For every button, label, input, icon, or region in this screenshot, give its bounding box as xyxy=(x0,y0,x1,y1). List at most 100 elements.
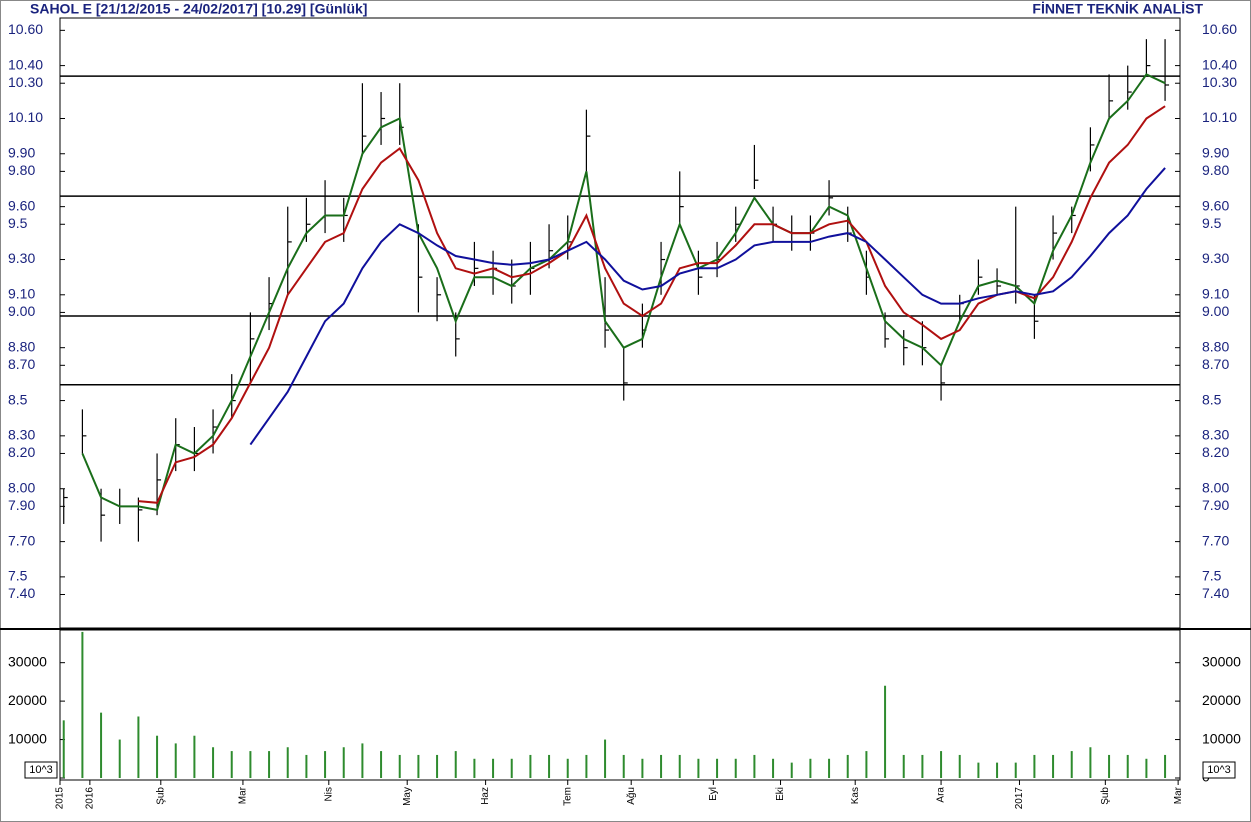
y-tick-label: 7.90 xyxy=(8,497,35,513)
y2-tick-label: 9.30 xyxy=(1202,250,1229,266)
volume-bar xyxy=(660,754,663,778)
x-tick-label: May xyxy=(402,787,413,806)
y2-tick-label: 9.10 xyxy=(1202,285,1229,301)
x-tick-label: Şub xyxy=(155,787,166,805)
y2-tick-label: 8.20 xyxy=(1202,444,1229,460)
y2-tick-label: 10.40 xyxy=(1202,56,1237,72)
y-tick-label: 9.80 xyxy=(8,162,35,178)
volume-bar xyxy=(678,754,681,778)
volume-bar xyxy=(62,720,65,778)
x-tick-label: Şub xyxy=(1100,787,1111,805)
y-tick-label: 10.30 xyxy=(8,74,43,90)
volume-bar xyxy=(81,631,84,778)
volume-bar xyxy=(1052,754,1055,778)
y2-tick-label: 30000 xyxy=(1202,653,1241,669)
volume-bar xyxy=(566,758,569,778)
volume-bar xyxy=(230,751,233,778)
y-tick-label: 9.00 xyxy=(8,303,35,319)
y-tick-label: 20000 xyxy=(8,692,47,708)
y-tick-label: 9.5 xyxy=(8,215,28,231)
volume-bar xyxy=(902,754,905,778)
y-tick-label: 7.40 xyxy=(8,585,35,601)
x-tick-label: Mar xyxy=(238,786,249,804)
y2-tick-label: 10.60 xyxy=(1202,21,1237,37)
volume-bar xyxy=(473,758,476,778)
y-tick-label: 10000 xyxy=(8,730,47,746)
volume-bar xyxy=(492,758,495,778)
x-tick-label: Tem xyxy=(562,787,573,806)
volume-bar xyxy=(268,751,271,778)
volume-bar xyxy=(716,758,719,778)
volume-bar xyxy=(193,735,196,778)
volume-bar xyxy=(734,758,737,778)
y-tick-label: 8.70 xyxy=(8,356,35,372)
y2-tick-label: 8.00 xyxy=(1202,479,1229,495)
volume-bar xyxy=(1108,754,1111,778)
x-tick-label: 2016 xyxy=(85,787,96,810)
volume-bar xyxy=(324,751,327,778)
y2-tick-label: 7.70 xyxy=(1202,532,1229,548)
moving-average xyxy=(81,73,1166,512)
volume-bar xyxy=(342,747,345,778)
x-tick-label: 2017 xyxy=(1014,787,1025,810)
volume-bar xyxy=(1033,754,1036,778)
volume-bar xyxy=(697,758,700,778)
y-tick-label: 8.80 xyxy=(8,338,35,354)
y-tick-label: 9.60 xyxy=(8,197,35,213)
x-tick-label: Ağu xyxy=(626,787,637,805)
y2-tick-label: 7.5 xyxy=(1202,568,1222,584)
y2-tick-label: 7.40 xyxy=(1202,585,1229,601)
volume-bar xyxy=(996,762,999,778)
y-tick-label: 10.40 xyxy=(8,56,43,72)
unit-box xyxy=(24,761,58,779)
chart-title: SAHOL E [21/12/2015 - 24/02/2017] [10.29… xyxy=(30,1,367,17)
volume-panel xyxy=(59,629,1181,781)
volume-bar xyxy=(156,735,159,778)
y2-tick-label: 8.70 xyxy=(1202,356,1229,372)
volume-bar xyxy=(305,754,308,778)
volume-bar xyxy=(585,754,588,778)
y-tick-label: 8.20 xyxy=(8,444,35,460)
volume-bar xyxy=(510,758,513,778)
y-tick-label: 9.10 xyxy=(8,285,35,301)
volume-bar xyxy=(529,754,532,778)
volume-bar xyxy=(454,751,457,778)
y-tick-label: 8.30 xyxy=(8,427,35,443)
volume-bar xyxy=(1126,754,1129,778)
y2-tick-label: 10.30 xyxy=(1202,74,1237,90)
chart-source: FİNNET TEKNİK ANALİST xyxy=(1032,1,1203,17)
y2-tick-label: 7.90 xyxy=(1202,497,1229,513)
y2-tick-label: 8.30 xyxy=(1202,427,1229,443)
volume-bar xyxy=(940,751,943,778)
y2-tick-label: 10.10 xyxy=(1202,109,1237,125)
volume-bar xyxy=(753,754,756,778)
y-tick-label: 7.5 xyxy=(8,568,28,584)
volume-bar xyxy=(436,754,439,778)
x-tick-label: Kas xyxy=(850,787,861,804)
x-tick-label: Nis xyxy=(323,787,334,801)
volume-bar xyxy=(865,751,868,778)
volume-bar xyxy=(1070,751,1073,778)
y2-tick-label: 20000 xyxy=(1202,692,1241,708)
volume-bar xyxy=(921,754,924,778)
y-tick-label: 7.70 xyxy=(8,532,35,548)
unit-box xyxy=(1202,761,1236,779)
unit-label: 10^3 xyxy=(29,764,53,776)
x-tick-label: Haz xyxy=(480,787,491,805)
y2-tick-label: 9.5 xyxy=(1202,215,1222,231)
volume-bar xyxy=(118,739,121,778)
volume-bar xyxy=(417,754,420,778)
volume-bar xyxy=(809,758,812,778)
x-tick-label: Eyl xyxy=(708,787,719,801)
volume-bar xyxy=(361,743,364,778)
y2-tick-label: 8.80 xyxy=(1202,338,1229,354)
volume-bar xyxy=(641,758,644,778)
volume-bar xyxy=(548,754,551,778)
volume-bar xyxy=(846,754,849,778)
volume-bar xyxy=(772,758,775,778)
volume-bar xyxy=(828,758,831,778)
y-tick-label: 10.10 xyxy=(8,109,43,125)
unit-label: 10^3 xyxy=(1207,764,1231,776)
volume-bar xyxy=(977,762,980,778)
